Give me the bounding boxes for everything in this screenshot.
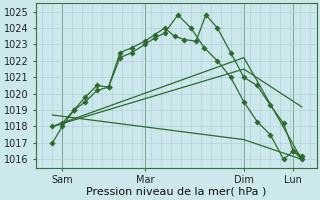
X-axis label: Pression niveau de la mer( hPa ): Pression niveau de la mer( hPa ): [86, 187, 266, 197]
